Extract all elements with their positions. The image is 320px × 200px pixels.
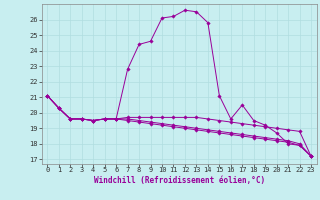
X-axis label: Windchill (Refroidissement éolien,°C): Windchill (Refroidissement éolien,°C) <box>94 176 265 185</box>
